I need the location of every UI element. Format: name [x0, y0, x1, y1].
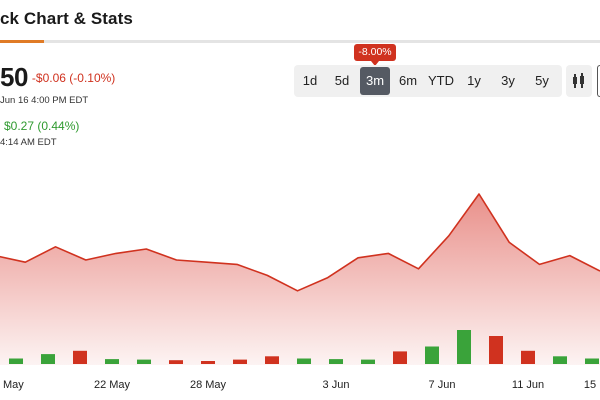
- volume-bar: [553, 356, 567, 364]
- volume-bar: [425, 346, 439, 364]
- x-tick-label: 7 Jun: [429, 379, 456, 391]
- range-ytd-button[interactable]: YTD: [428, 73, 454, 88]
- range-6m-button[interactable]: 6m: [398, 73, 418, 88]
- price-area: [0, 194, 600, 365]
- after-hours-change: $0.27 (0.44%): [4, 119, 80, 133]
- time-range-selector: 1d 5d 3m 6m YTD 1y 3y 5y: [294, 65, 562, 97]
- close-timestamp: Jun 16 4:00 PM EDT: [0, 95, 89, 106]
- range-1y-button[interactable]: 1y: [467, 73, 481, 88]
- price-change: -$0.06 (-0.10%): [31, 70, 116, 85]
- volume-bar: [9, 358, 23, 364]
- volume-bar: [297, 358, 311, 364]
- range-3m-button[interactable]: 3m: [360, 67, 390, 95]
- x-tick-label: May: [3, 379, 24, 391]
- title-underline: [0, 40, 600, 43]
- fullscreen-button-edge[interactable]: [597, 65, 600, 97]
- range-5d-button[interactable]: 5d: [334, 73, 350, 88]
- volume-bar: [41, 354, 55, 364]
- x-tick-label: 15: [584, 379, 596, 391]
- volume-bar: [521, 350, 535, 364]
- page-title: ck Chart & Stats: [0, 9, 133, 28]
- volume-bar: [393, 351, 407, 364]
- volume-bar: [489, 336, 503, 364]
- volume-bar: [361, 359, 375, 364]
- title-underline-accent: [0, 40, 44, 43]
- volume-bar: [169, 360, 183, 364]
- x-tick-label: 22 May: [94, 379, 131, 391]
- volume-bar: [265, 356, 279, 364]
- chart-type-button[interactable]: [566, 65, 592, 97]
- volume-bar: [233, 359, 247, 364]
- price-line: [0, 193, 600, 292]
- volume-bar: [329, 359, 343, 364]
- range-1d-button[interactable]: 1d: [302, 73, 318, 88]
- volume-bar: [105, 359, 119, 364]
- x-tick-label: 28 May: [190, 379, 227, 391]
- quote-price-row: 50 -$0.06 (-0.10%): [0, 62, 115, 93]
- x-tick-label: 3 Jun: [323, 379, 350, 391]
- volume-bar: [585, 358, 599, 364]
- volume-bar: [201, 361, 215, 364]
- after-hours-timestamp: 4:14 AM EDT: [0, 137, 57, 148]
- range-performance-badge: -8.00%: [354, 44, 396, 66]
- volume-bar: [457, 330, 471, 364]
- last-price: 50: [0, 62, 28, 92]
- volume-bar: [73, 350, 87, 364]
- range-3y-button[interactable]: 3y: [501, 73, 515, 88]
- range-5y-button[interactable]: 5y: [535, 73, 549, 88]
- volume-bar: [137, 359, 151, 364]
- x-tick-label: 11 Jun: [512, 379, 544, 391]
